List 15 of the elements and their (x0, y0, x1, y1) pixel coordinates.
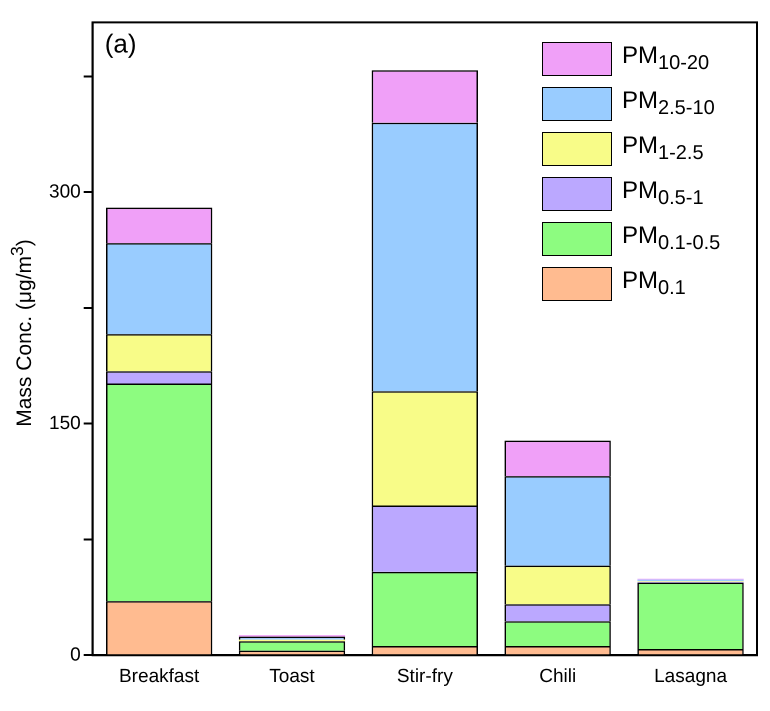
legend-label: PM$_{1-2.5}$ (622, 132, 704, 166)
y-tick-label: 150 (49, 412, 81, 434)
annotation: (a) (104, 28, 136, 59)
y-tick-label: 300 (49, 181, 81, 202)
x-tick-label: Stir-fry (396, 666, 454, 687)
legend-label: PM$_{10-20}$ (622, 42, 710, 76)
x-tick-label: Lasagna (654, 666, 728, 687)
legend-label: PM$_{0.1-0.5}$ (622, 222, 720, 256)
x-tick-label: Breakfast (119, 666, 200, 687)
y-tick-label: 0 (70, 644, 81, 666)
legend-label: PM$_{0.1}$ (622, 267, 686, 300)
x-tick-label: Toast (269, 666, 316, 687)
legend-label: PM$_{0.5-1}$ (622, 177, 704, 210)
x-tick-label: Chili (539, 666, 576, 687)
legend-label: PM$_{2.5-10}$ (622, 87, 715, 120)
